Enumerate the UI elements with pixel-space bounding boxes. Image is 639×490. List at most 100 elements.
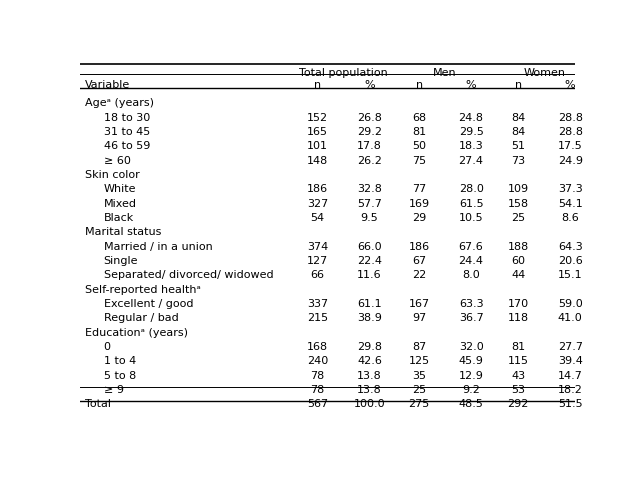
Text: 84: 84	[511, 127, 525, 137]
Text: Married / in a union: Married / in a union	[104, 242, 212, 252]
Text: 66: 66	[311, 270, 325, 280]
Text: 48.5: 48.5	[459, 399, 484, 410]
Text: 167: 167	[408, 299, 429, 309]
Text: 60: 60	[511, 256, 525, 266]
Text: Women: Women	[523, 68, 565, 78]
Text: 37.3: 37.3	[558, 184, 583, 195]
Text: 81: 81	[412, 127, 426, 137]
Text: %: %	[466, 80, 477, 90]
Text: 63.3: 63.3	[459, 299, 484, 309]
Text: 165: 165	[307, 127, 328, 137]
Text: 20.6: 20.6	[558, 256, 583, 266]
Text: Ageᵃ (years): Ageᵃ (years)	[85, 98, 154, 108]
Text: Educationᵃ (years): Educationᵃ (years)	[85, 328, 188, 338]
Text: Variable: Variable	[85, 80, 130, 90]
Text: 186: 186	[408, 242, 429, 252]
Text: 292: 292	[507, 399, 529, 410]
Text: 18.3: 18.3	[459, 141, 484, 151]
Text: 327: 327	[307, 199, 328, 209]
Text: n: n	[514, 80, 521, 90]
Text: 25: 25	[511, 213, 525, 223]
Text: 170: 170	[507, 299, 528, 309]
Text: 9.2: 9.2	[462, 385, 480, 395]
Text: 59.0: 59.0	[558, 299, 583, 309]
Text: 36.7: 36.7	[459, 314, 484, 323]
Text: 118: 118	[507, 314, 528, 323]
Text: 54: 54	[311, 213, 325, 223]
Text: 50: 50	[412, 141, 426, 151]
Text: 17.5: 17.5	[558, 141, 583, 151]
Text: 57.7: 57.7	[357, 199, 382, 209]
Text: 22: 22	[412, 270, 426, 280]
Text: 115: 115	[507, 356, 528, 367]
Text: Separated/ divorced/ widowed: Separated/ divorced/ widowed	[104, 270, 273, 280]
Text: 11.6: 11.6	[357, 270, 382, 280]
Text: 67: 67	[412, 256, 426, 266]
Text: 61.5: 61.5	[459, 199, 484, 209]
Text: 68: 68	[412, 113, 426, 122]
Text: 51: 51	[511, 141, 525, 151]
Text: 188: 188	[507, 242, 529, 252]
Text: White: White	[104, 184, 136, 195]
Text: 24.8: 24.8	[459, 113, 484, 122]
Text: 25: 25	[412, 385, 426, 395]
Text: 73: 73	[511, 156, 525, 166]
Text: 125: 125	[408, 356, 429, 367]
Text: 0: 0	[104, 342, 111, 352]
Text: 54.1: 54.1	[558, 199, 583, 209]
Text: 29.8: 29.8	[357, 342, 382, 352]
Text: 29.5: 29.5	[459, 127, 484, 137]
Text: %: %	[364, 80, 375, 90]
Text: 44: 44	[511, 270, 525, 280]
Text: 10.5: 10.5	[459, 213, 484, 223]
Text: 13.8: 13.8	[357, 385, 382, 395]
Text: 26.8: 26.8	[357, 113, 382, 122]
Text: 46 to 59: 46 to 59	[104, 141, 150, 151]
Text: 240: 240	[307, 356, 328, 367]
Text: 215: 215	[307, 314, 328, 323]
Text: 87: 87	[412, 342, 426, 352]
Text: 41.0: 41.0	[558, 314, 583, 323]
Text: 8.6: 8.6	[561, 213, 579, 223]
Text: 38.9: 38.9	[357, 314, 382, 323]
Text: 32.0: 32.0	[459, 342, 484, 352]
Text: 109: 109	[507, 184, 528, 195]
Text: Total population: Total population	[299, 68, 388, 78]
Text: Total: Total	[85, 399, 111, 410]
Text: n: n	[314, 80, 321, 90]
Text: 75: 75	[412, 156, 426, 166]
Text: 152: 152	[307, 113, 328, 122]
Text: 13.8: 13.8	[357, 371, 382, 381]
Text: 53: 53	[511, 385, 525, 395]
Text: Excellent / good: Excellent / good	[104, 299, 193, 309]
Text: 32.8: 32.8	[357, 184, 382, 195]
Text: 12.9: 12.9	[459, 371, 484, 381]
Text: 17.8: 17.8	[357, 141, 382, 151]
Text: 101: 101	[307, 141, 328, 151]
Text: 567: 567	[307, 399, 328, 410]
Text: Self-reported healthᵃ: Self-reported healthᵃ	[85, 285, 201, 294]
Text: 78: 78	[311, 371, 325, 381]
Text: Skin color: Skin color	[85, 170, 139, 180]
Text: 29.2: 29.2	[357, 127, 382, 137]
Text: 29: 29	[412, 213, 426, 223]
Text: Black: Black	[104, 213, 134, 223]
Text: 168: 168	[307, 342, 328, 352]
Text: 51.5: 51.5	[558, 399, 583, 410]
Text: 8.0: 8.0	[462, 270, 480, 280]
Text: Marital status: Marital status	[85, 227, 161, 237]
Text: 77: 77	[412, 184, 426, 195]
Text: 15.1: 15.1	[558, 270, 583, 280]
Text: 31 to 45: 31 to 45	[104, 127, 150, 137]
Text: 14.7: 14.7	[558, 371, 583, 381]
Text: Regular / bad: Regular / bad	[104, 314, 178, 323]
Text: n: n	[415, 80, 422, 90]
Text: 66.0: 66.0	[357, 242, 382, 252]
Text: 1 to 4: 1 to 4	[104, 356, 136, 367]
Text: 337: 337	[307, 299, 328, 309]
Text: 24.9: 24.9	[558, 156, 583, 166]
Text: 81: 81	[511, 342, 525, 352]
Text: 35: 35	[412, 371, 426, 381]
Text: 61.1: 61.1	[357, 299, 382, 309]
Text: %: %	[565, 80, 576, 90]
